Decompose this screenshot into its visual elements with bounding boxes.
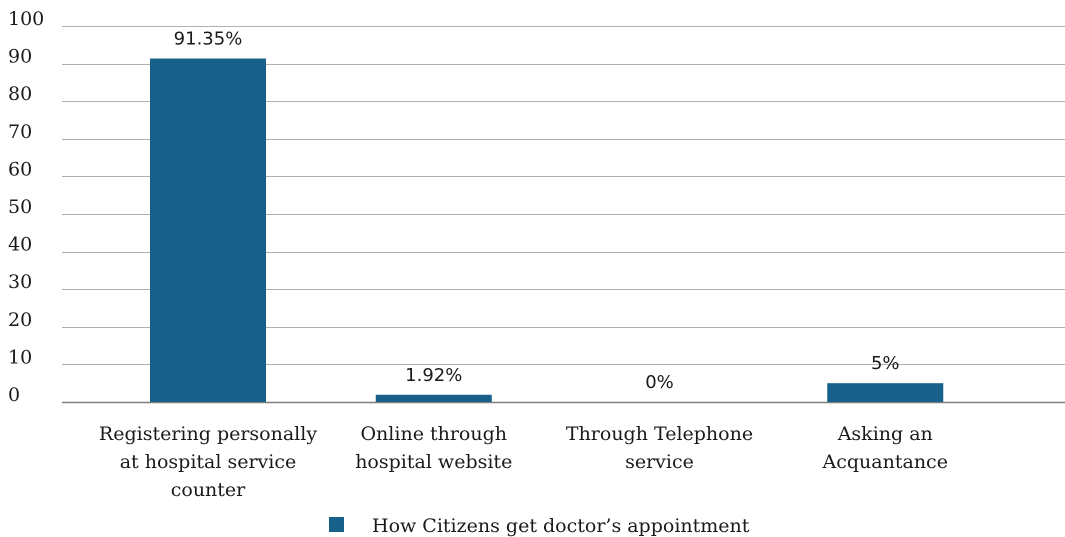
x-axis-category-labels: Registering personally at hospital servic… <box>99 423 948 501</box>
x-category-label: Acquantance <box>822 451 948 473</box>
data-label: 0% <box>645 372 674 393</box>
data-labels: 91.35% 1.92% 0% 5% <box>174 29 900 393</box>
x-category-label: Asking an <box>837 423 933 445</box>
y-tick-label: 0 <box>8 384 20 406</box>
y-tick-label: 80 <box>8 83 32 105</box>
x-category-label: hospital website <box>355 451 512 473</box>
y-tick-label: 90 <box>8 46 32 68</box>
x-category-label: Through Telephone <box>566 423 753 445</box>
y-tick-label: 20 <box>8 309 32 331</box>
legend-label: How Citizens get doctor’s appointment <box>372 515 750 537</box>
legend: How Citizens get doctor’s appointment <box>329 515 750 537</box>
y-tick-label: 50 <box>8 196 32 218</box>
data-label: 91.35% <box>174 29 243 50</box>
legend-swatch <box>329 517 344 532</box>
y-tick-label: 100 <box>8 8 44 30</box>
bar <box>827 383 944 402</box>
y-tick-label: 40 <box>8 234 32 256</box>
x-category-label: Online through <box>360 423 507 445</box>
y-tick-label: 60 <box>8 158 32 180</box>
data-label: 5% <box>871 353 900 374</box>
bars <box>150 58 944 403</box>
x-category-label: service <box>625 451 694 473</box>
y-axis-tick-labels: 0 10 20 30 40 50 60 70 80 90 100 <box>8 8 44 406</box>
y-tick-label: 10 <box>8 346 32 368</box>
x-category-label: at hospital service <box>120 451 297 473</box>
x-category-label: counter <box>171 479 246 501</box>
bar <box>150 58 266 403</box>
x-category-label: Registering personally <box>99 423 317 445</box>
y-tick-label: 30 <box>8 271 32 293</box>
bar <box>375 394 492 402</box>
data-label: 1.92% <box>405 365 462 386</box>
y-tick-label: 70 <box>8 121 32 143</box>
